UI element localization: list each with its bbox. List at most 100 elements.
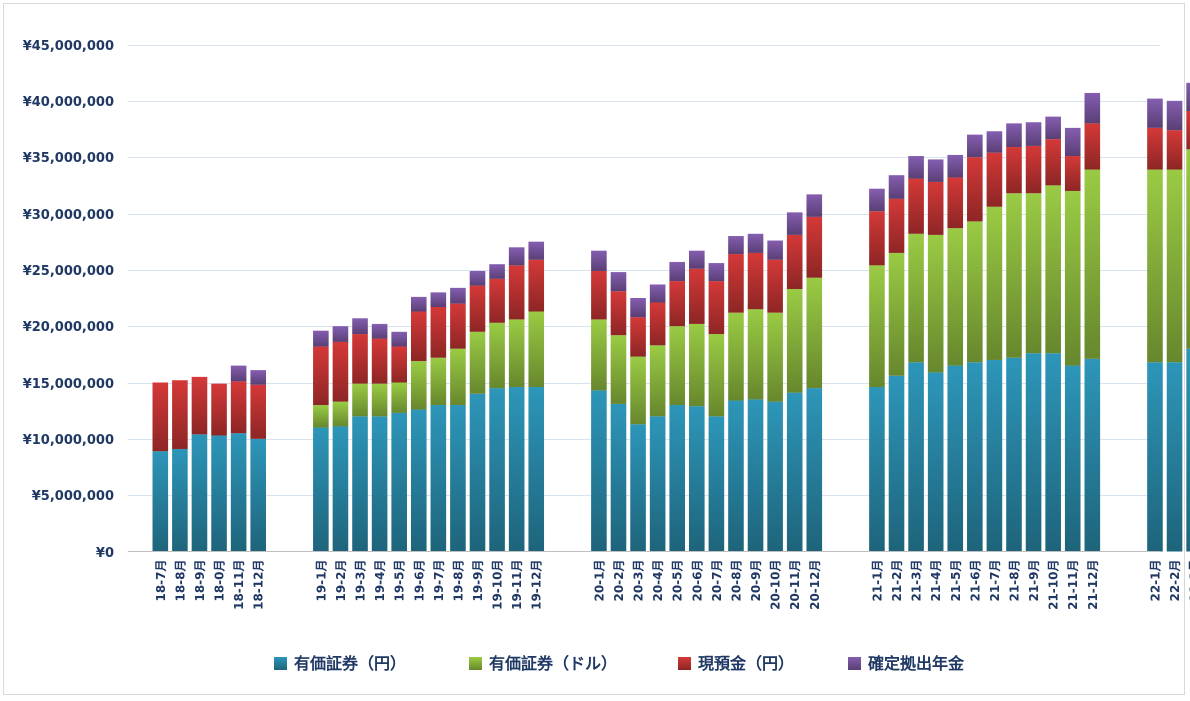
x-tick-label: 20-2月 [612, 560, 626, 602]
bar-segment [1064, 156, 1081, 191]
bar-segment [469, 270, 486, 286]
bar-segment [391, 412, 407, 552]
bar-segment [967, 362, 983, 552]
x-tick-label: 20-4月 [651, 560, 665, 602]
bar-segment [469, 393, 486, 552]
x-tick-label: 19-10月 [491, 560, 505, 610]
y-tick-label: ¥5,000,000 [32, 489, 114, 504]
bar-segment [888, 198, 905, 253]
x-tick-label: 18-7月 [154, 560, 168, 602]
bar-segment [630, 298, 646, 318]
bar-segment [947, 154, 964, 178]
bars [152, 82, 1190, 552]
x-tick-label: 21-2月 [890, 560, 904, 602]
bar-segment [391, 382, 407, 413]
bar-segment [230, 381, 247, 434]
bar-segment [450, 287, 466, 304]
bar-segment [352, 334, 368, 384]
x-tick-label: 19-12月 [530, 560, 544, 610]
bar-segment [1064, 365, 1081, 552]
bar-segment [689, 268, 705, 324]
bar-segment [649, 284, 666, 303]
bar-segment [630, 356, 646, 425]
bar-segment [1006, 357, 1022, 552]
bar-segment [630, 317, 646, 357]
bar-segment [391, 331, 407, 347]
bar-segment [888, 252, 905, 376]
legend-swatch [848, 657, 861, 670]
x-tick-label: 21-10月 [1047, 560, 1061, 610]
bar-segment [708, 416, 725, 552]
bar-segment [610, 403, 627, 552]
y-tick-label: ¥0 [96, 546, 114, 561]
bar-segment [410, 296, 427, 312]
bar-segment [927, 372, 944, 552]
bar-segment [908, 178, 924, 234]
bar-segment [1186, 82, 1190, 111]
bar-segment [1084, 123, 1101, 170]
x-tick-label: 21-8月 [1007, 560, 1021, 602]
bar-segment [806, 277, 823, 389]
bar-segment [410, 409, 427, 552]
legend-label: 現預金（円） [698, 654, 794, 673]
x-tick-label: 18-9月 [193, 560, 207, 602]
bar-segment [927, 234, 944, 373]
bar-segment [947, 228, 964, 366]
bar-segment [211, 435, 227, 552]
bar-segment [430, 307, 447, 358]
bar-segment [786, 212, 803, 235]
bar-segment [489, 278, 505, 323]
bar-segment [888, 175, 905, 199]
bar-segment [689, 250, 705, 269]
bar-segment [967, 157, 983, 222]
bar-segment [371, 416, 388, 552]
bar-segment [630, 424, 646, 552]
bar-segment [806, 216, 823, 278]
bar-segment [469, 285, 486, 332]
bar-segment [528, 387, 545, 552]
bar-segment [1064, 127, 1081, 157]
bar-segment [1166, 362, 1183, 552]
bar-segment [947, 365, 964, 552]
bar-segment [352, 416, 368, 552]
bar-segment [250, 438, 267, 552]
bar-segment [649, 302, 666, 346]
bar-segment [508, 319, 525, 388]
bar-segment [649, 345, 666, 417]
bar-segment [430, 357, 447, 406]
x-tick-label: 19-8月 [451, 560, 465, 602]
x-tick-label: 21-3月 [910, 560, 924, 602]
bar-segment [191, 376, 208, 435]
bar-segment [1064, 190, 1081, 366]
bar-segment [610, 335, 627, 404]
bar-segment [313, 330, 329, 347]
legend-swatch [469, 657, 482, 670]
bar-segment [708, 263, 725, 282]
bar-segment [528, 259, 545, 312]
bar-segment [332, 341, 349, 402]
bar-segment [767, 240, 783, 260]
bar-segment [230, 433, 247, 552]
bar-segment [649, 416, 666, 552]
bar-segment [508, 265, 525, 320]
x-tick-label: 20-11月 [788, 560, 802, 610]
bar-segment [352, 383, 368, 417]
bar-segment [1084, 358, 1101, 552]
bar-segment [352, 318, 368, 335]
bar-segment [508, 387, 525, 552]
bar-segment [908, 156, 924, 179]
bar-segment [430, 405, 447, 552]
bar-segment [869, 188, 885, 212]
bar-segment [489, 264, 505, 279]
bar-segment [410, 311, 427, 362]
bar-segment [767, 401, 783, 552]
bar-segment [1006, 193, 1022, 358]
bar-segment [908, 362, 924, 552]
x-tick-label: 21-5月 [949, 560, 963, 602]
x-tick-label: 19-1月 [314, 560, 328, 602]
bar-segment [986, 152, 1003, 207]
bar-segment [689, 323, 705, 407]
bar-segment [313, 427, 329, 552]
bar-segment [250, 384, 267, 439]
bar-segment [1147, 362, 1163, 552]
